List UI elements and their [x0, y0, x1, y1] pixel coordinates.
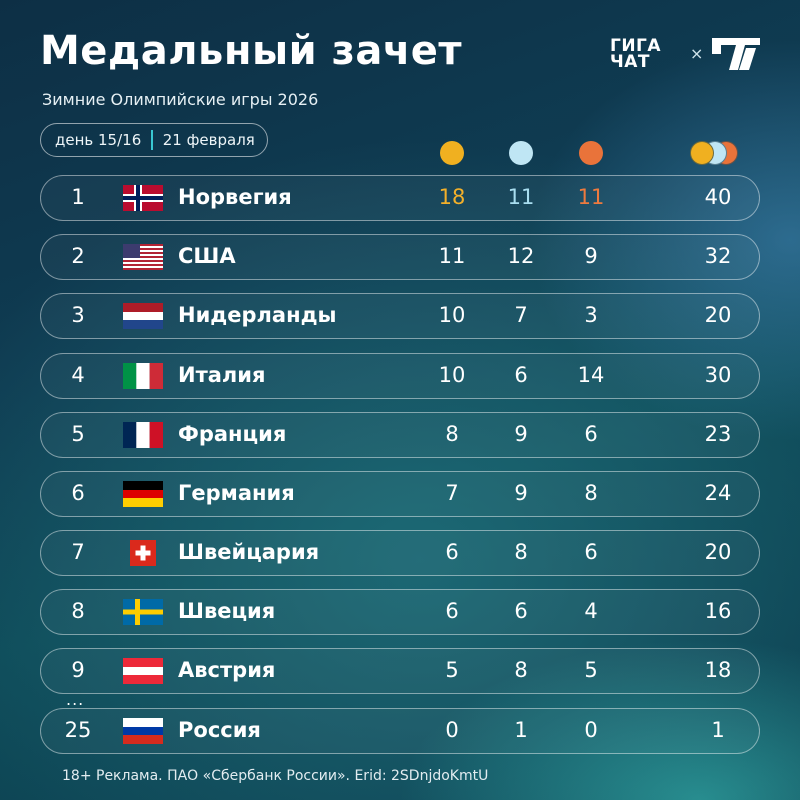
gold-count: 0 [445, 718, 459, 742]
rank: 6 [71, 481, 85, 505]
table-row: 3 Нидерланды 10 7 3 20 [40, 293, 760, 339]
bronze-medal-icon [579, 141, 603, 165]
bronze-count: 6 [584, 540, 598, 564]
total-count: 20 [704, 303, 732, 327]
table-row: 7 Швейцария 6 8 6 20 [40, 530, 760, 576]
table-row: 25 Россия 0 1 0 1 [40, 708, 760, 754]
total-count: 30 [704, 363, 732, 387]
rank: 7 [71, 540, 85, 564]
total-count: 1 [711, 718, 725, 742]
silver-count: 6 [514, 363, 528, 387]
silver-count: 8 [514, 540, 528, 564]
gold-medal-icon [440, 141, 464, 165]
rank: 25 [64, 718, 92, 742]
bronze-count: 14 [577, 363, 605, 387]
ellipsis: ... [66, 690, 85, 709]
partner-logo-icon [712, 38, 760, 70]
total-count: 40 [704, 185, 732, 209]
gold-count: 18 [438, 185, 466, 209]
day-pill: день 15/16 21 февраля [40, 123, 268, 157]
silver-count: 9 [514, 481, 528, 505]
total-count: 20 [704, 540, 732, 564]
bronze-count: 6 [584, 422, 598, 446]
silver-count: 1 [514, 718, 528, 742]
country-name: Австрия [178, 658, 276, 682]
silver-count: 8 [514, 658, 528, 682]
country-name: Норвегия [178, 185, 292, 209]
total-count: 18 [704, 658, 732, 682]
silver-count: 6 [514, 599, 528, 623]
gold-count: 10 [438, 303, 466, 327]
germany-flag-icon [123, 481, 163, 507]
country-name: Нидерланды [178, 303, 337, 327]
gold-count: 5 [445, 658, 459, 682]
table-row: 8 Швеция 6 6 4 16 [40, 589, 760, 635]
rank: 1 [71, 185, 85, 209]
rank: 2 [71, 244, 85, 268]
bronze-count: 4 [584, 599, 598, 623]
netherlands-flag-icon [123, 303, 163, 329]
country-name: Франция [178, 422, 287, 446]
gigachat-logo-line1: ГИГА [610, 36, 662, 56]
austria-flag-icon [123, 658, 163, 684]
table-row: 1 Норвегия 18 11 11 40 [40, 175, 760, 221]
silver-count: 12 [507, 244, 535, 268]
table-row: 9 Австрия 5 8 5 18 [40, 648, 760, 694]
gigachat-logo-line2: ЧАТ [610, 52, 650, 72]
date-label: 21 февраля [162, 131, 255, 149]
bronze-count: 11 [577, 185, 605, 209]
rank: 5 [71, 422, 85, 446]
gold-count: 6 [445, 599, 459, 623]
usa-flag-icon [123, 244, 163, 270]
switzerland-flag-icon [130, 540, 156, 566]
france-flag-icon [123, 422, 163, 448]
silver-count: 9 [514, 422, 528, 446]
gold-count: 8 [445, 422, 459, 446]
page-subtitle: Зимние Олимпийские игры 2026 [42, 90, 319, 109]
rank: 3 [71, 303, 85, 327]
total-count: 24 [704, 481, 732, 505]
bronze-count: 5 [584, 658, 598, 682]
country-name: Италия [178, 363, 266, 387]
country-name: Швеция [178, 599, 276, 623]
table-row: 4 Италия 10 6 14 30 [40, 353, 760, 399]
sweden-flag-icon [123, 599, 163, 625]
table-row: 6 Германия 7 9 8 24 [40, 471, 760, 517]
norway-flag-icon [123, 185, 163, 211]
table-row: 5 Франция 8 9 6 23 [40, 412, 760, 458]
gold-count: 11 [438, 244, 466, 268]
silver-medal-icon [509, 141, 533, 165]
country-name: Россия [178, 718, 261, 742]
logo-separator: × [690, 44, 704, 63]
gold-count: 6 [445, 540, 459, 564]
country-name: США [178, 244, 236, 268]
bronze-count: 3 [584, 303, 598, 327]
bronze-count: 0 [584, 718, 598, 742]
gold-count: 10 [438, 363, 466, 387]
rank: 4 [71, 363, 85, 387]
day-label: день 15/16 [55, 131, 142, 149]
gold-count: 7 [445, 481, 459, 505]
total-count: 32 [704, 244, 732, 268]
rank: 9 [71, 658, 85, 682]
bronze-count: 8 [584, 481, 598, 505]
country-name: Швейцария [178, 540, 320, 564]
country-name: Германия [178, 481, 295, 505]
page-title: Медальный зачет [40, 28, 463, 74]
rank: 8 [71, 599, 85, 623]
russia-flag-icon [123, 718, 163, 744]
total-count: 23 [704, 422, 732, 446]
bronze-count: 9 [584, 244, 598, 268]
gigachat-logo: ГИГА ЧАТ [610, 36, 662, 72]
italy-flag-icon [123, 363, 163, 389]
silver-count: 7 [514, 303, 528, 327]
silver-count: 11 [507, 185, 535, 209]
total-medals-icon [690, 141, 750, 165]
day-pill-divider [151, 130, 153, 150]
total-count: 16 [704, 599, 732, 623]
footer-disclaimer: 18+ Реклама. ПАО «Сбербанк России». Erid… [62, 768, 489, 784]
table-row: 2 США 11 12 9 32 [40, 234, 760, 280]
